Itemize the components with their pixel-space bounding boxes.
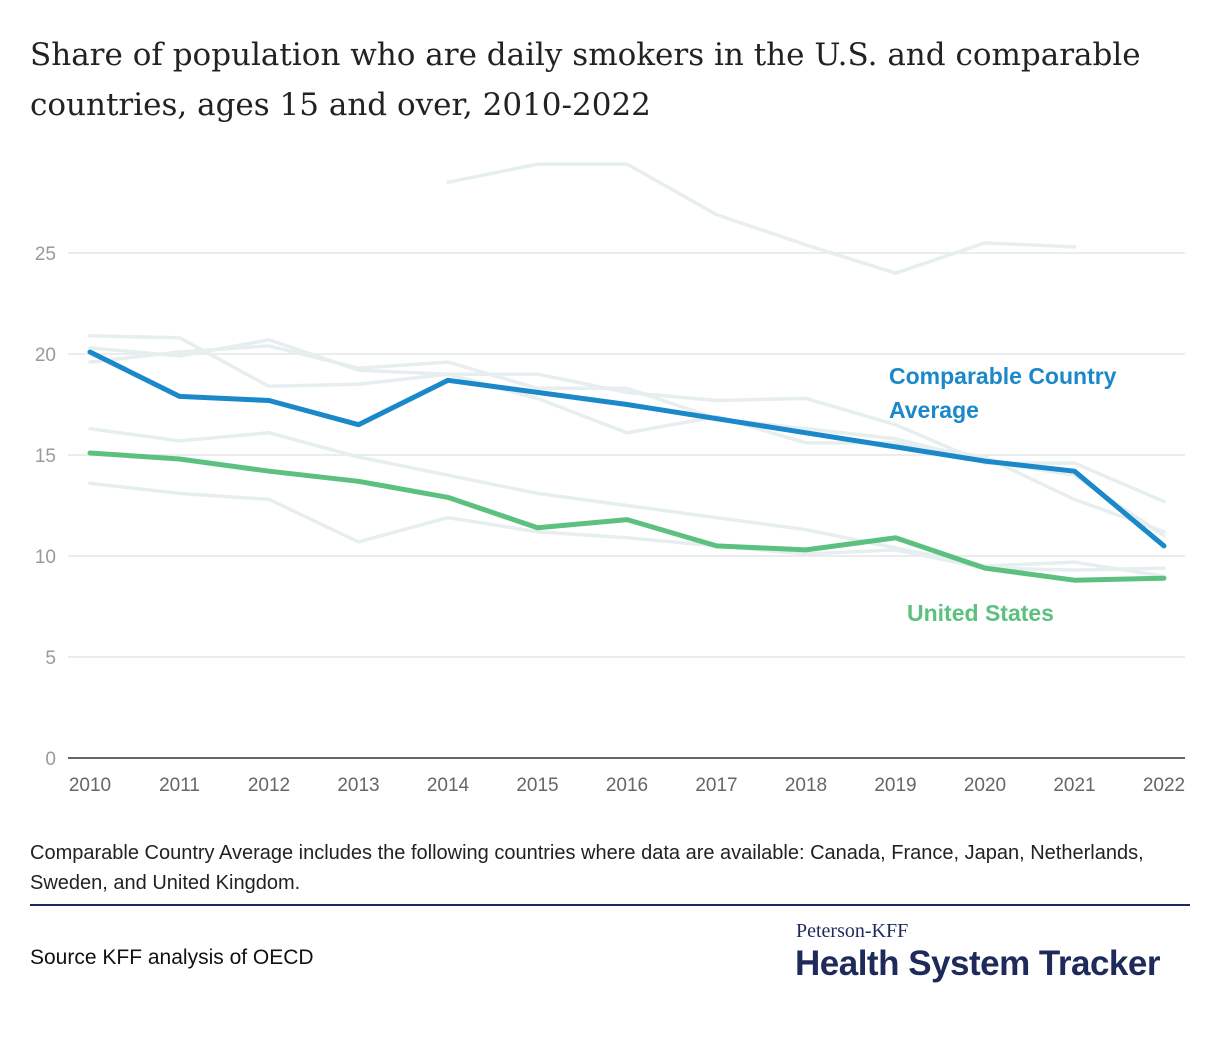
series-comparable-country-average-line [87, 349, 1167, 549]
x-tick-label: 2019 [874, 775, 916, 796]
x-tick-label: 2010 [69, 775, 111, 796]
series-background-7-line [88, 481, 1166, 572]
chart-title: Share of population who are daily smoker… [30, 37, 1141, 123]
x-tick-label: 2013 [337, 775, 379, 796]
x-tick-label: 2012 [248, 775, 290, 796]
y-tick-label: 0 [45, 749, 56, 770]
series-background-3-line [88, 334, 1166, 504]
annotation-comparable-line2: Average [889, 397, 979, 423]
x-tick-label: 2011 [159, 775, 200, 796]
x-tick-label: 2015 [516, 775, 558, 796]
y-axis-ticks: 0 5 10 15 20 25 [35, 244, 56, 770]
x-tick-label: 2018 [785, 775, 827, 796]
series-background-2-line [446, 162, 1077, 275]
series-background-6-line [88, 426, 1166, 578]
source-text: Source KFF analysis of OECD [30, 946, 314, 969]
y-tick-label: 10 [35, 547, 56, 568]
y-tick-label: 5 [45, 648, 56, 669]
x-tick-label: 2016 [606, 775, 648, 796]
highlighted-series [87, 349, 1167, 583]
x-axis-ticks: 2010 2011 2012 2013 2014 2015 2016 2017 2018 2019… [69, 775, 1185, 796]
brand-logo: Health System Tracker [795, 944, 1160, 983]
x-tick-label: 2021 [1053, 775, 1095, 796]
annotation-comparable-line1: Comparable Country [889, 363, 1117, 389]
series-background-4-line [88, 338, 1166, 534]
footer-divider [30, 904, 1190, 906]
x-tick-label: 2022 [1143, 775, 1185, 796]
chart-note: Comparable Country Average includes the … [30, 842, 1144, 894]
x-tick-label: 2017 [695, 775, 737, 796]
gridlines [68, 252, 1185, 658]
y-tick-label: 25 [35, 244, 56, 265]
x-tick-label: 2014 [427, 775, 470, 796]
y-tick-label: 15 [35, 446, 56, 467]
x-tick-label: 2020 [964, 775, 1006, 796]
y-tick-label: 20 [35, 345, 56, 366]
brand-logo-small: Peterson-KFF [796, 920, 909, 942]
series-united-states-line [87, 450, 1167, 583]
annotation-united-states: United States [907, 600, 1054, 626]
